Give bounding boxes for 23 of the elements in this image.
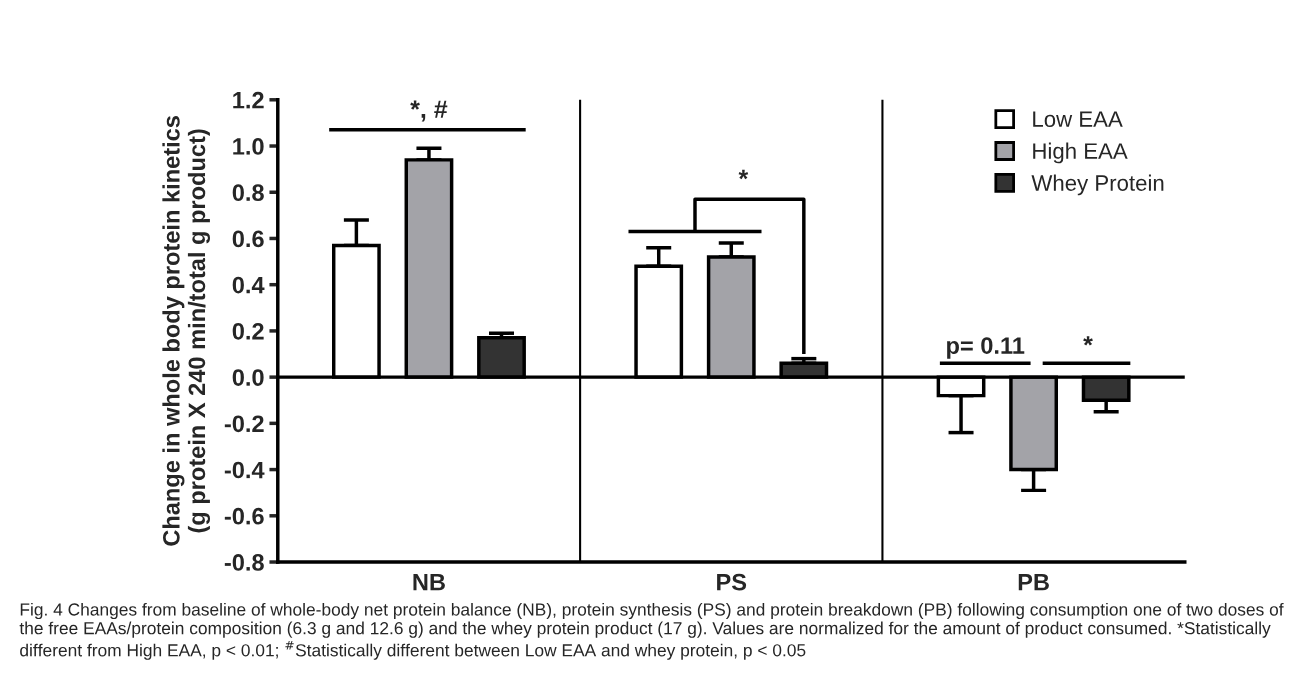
legend-label: Low EAA <box>1033 111 1123 127</box>
y-tick-label: 0.8 <box>232 184 264 202</box>
y-tick-label: -0.8 <box>224 554 264 571</box>
legend-label: Whey Protein <box>1031 174 1164 196</box>
y-tick-label: 1.0 <box>233 138 264 155</box>
y-tick-label: 0.6 <box>232 230 264 248</box>
y-tick-label: -0.4 <box>224 461 265 479</box>
x-tick-label: PB <box>1018 574 1049 591</box>
y-tick-label: 0.0 <box>232 369 264 386</box>
y-tick-label: 1.2 <box>233 91 264 109</box>
y-tick-label: -0.6 <box>224 507 264 525</box>
x-tick-label: NB <box>413 574 445 591</box>
annotation: * <box>738 169 749 180</box>
annotation: p= 0.11 <box>947 337 1025 359</box>
y-tick-label: 0.4 <box>232 276 265 294</box>
y-axis-title: Change in whole body protein kinetics (g protein X 240 min/total g product) <box>162 116 211 546</box>
annotation: * <box>1083 336 1093 346</box>
y-tick-label: -0.2 <box>224 415 264 433</box>
caption: Fig. 4 Changes from baseline of whole-body net protein balance (NB), protein synthesis (PS) and protein breakdown (PB) following consumption one of two doses of the free EAAs/protein composition (6.3 g and 12.6 g) and the whey protein product (17 g). Values are normalized for the amount of product consumed. *Statistically different from High EAA, p < 0.01; $^{#}$Statistically different between Low EAA and whey protein, p < 0.05 <box>19 602 1284 660</box>
legend-label: High EAA <box>1033 142 1128 164</box>
annotation: *, # <box>410 100 448 122</box>
y-tick-label: 0.2 <box>232 322 264 340</box>
x-tick-label: PS <box>717 573 747 591</box>
